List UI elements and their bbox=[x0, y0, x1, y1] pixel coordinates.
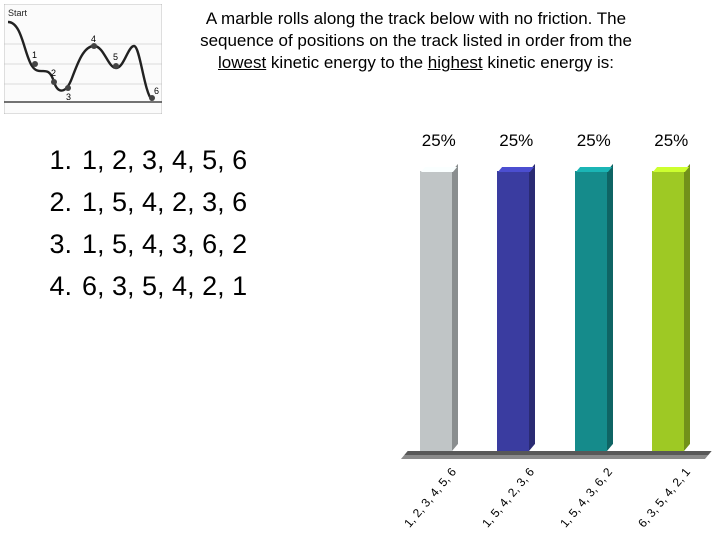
category-labels: 1, 2, 3, 4, 5, 6 1, 5, 4, 2, 3, 6 1, 5, … bbox=[400, 455, 710, 525]
bar-3 bbox=[575, 171, 613, 451]
bar-2 bbox=[497, 171, 535, 451]
answer-options: 1. 1, 2, 3, 4, 5, 6 2. 1, 5, 4, 2, 3, 6 … bbox=[40, 140, 247, 307]
bar-percent-labels: 25% 25% 25% 25% bbox=[400, 131, 710, 151]
svg-text:1: 1 bbox=[32, 50, 37, 60]
option-3[interactable]: 3. 1, 5, 4, 3, 6, 2 bbox=[40, 224, 247, 266]
option-1[interactable]: 1. 1, 2, 3, 4, 5, 6 bbox=[40, 140, 247, 182]
question-text: A marble rolls along the track below wit… bbox=[176, 8, 656, 74]
bar-4 bbox=[652, 171, 690, 451]
bar-1 bbox=[420, 171, 458, 451]
option-2[interactable]: 2. 1, 5, 4, 2, 3, 6 bbox=[40, 182, 247, 224]
track-diagram: Start 1 2 3 4 5 6 bbox=[4, 4, 162, 114]
svg-text:3: 3 bbox=[66, 92, 71, 102]
svg-text:2: 2 bbox=[51, 68, 56, 78]
svg-text:4: 4 bbox=[91, 34, 96, 44]
option-4[interactable]: 4. 6, 3, 5, 4, 2, 1 bbox=[40, 266, 247, 308]
svg-text:6: 6 bbox=[154, 86, 159, 96]
start-label: Start bbox=[8, 8, 28, 18]
results-bar-chart: 25% 25% 25% 25% 1, 2, 3, 4, 5, 6 1, 5, 4… bbox=[400, 155, 710, 515]
svg-text:5: 5 bbox=[113, 52, 118, 62]
